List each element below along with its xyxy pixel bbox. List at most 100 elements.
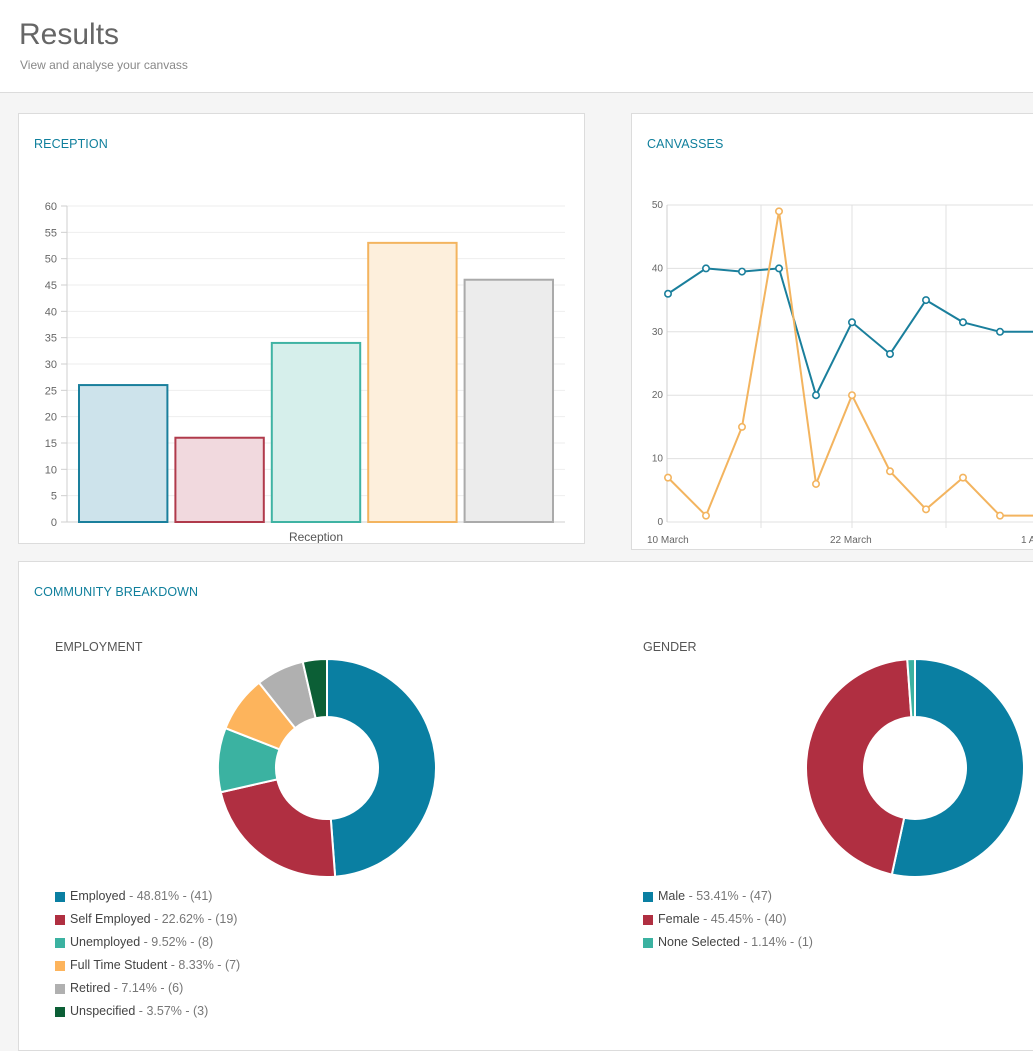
donut-slice bbox=[805, 658, 913, 876]
legend-swatch bbox=[643, 937, 653, 948]
bar bbox=[270, 341, 362, 523]
gender-donut-chart bbox=[805, 657, 1025, 878]
x-tick-label: 1 A bbox=[1021, 535, 1033, 546]
legend-count: (8) bbox=[197, 935, 214, 949]
legend-count: (47) bbox=[749, 889, 772, 903]
data-point bbox=[738, 267, 747, 276]
y-tick-label: 15 bbox=[45, 438, 57, 450]
data-point bbox=[886, 349, 895, 358]
y-tick-label: 55 bbox=[45, 227, 57, 239]
legend-percent: 53.41% bbox=[696, 889, 739, 903]
data-point bbox=[738, 422, 747, 431]
donut-slice bbox=[219, 778, 337, 878]
y-tick-label: 30 bbox=[45, 359, 57, 371]
y-tick-label: 25 bbox=[45, 385, 57, 397]
legend-count: (7) bbox=[224, 958, 241, 972]
legend-item: Female - 45.45% - (40) bbox=[643, 908, 813, 931]
legend-percent: 8.33% bbox=[178, 958, 214, 972]
gender-legend: Male - 53.41% - (47) Female - 45.45% - (4… bbox=[643, 885, 813, 954]
canvasses-panel: CANVASSES 0 10 20 30 40 50 10 March 22 March 1 A bbox=[631, 113, 1033, 550]
legend-item: Self Employed - 22.62% - (19) bbox=[55, 908, 240, 931]
data-point bbox=[702, 264, 711, 273]
reception-chart: 0 5 10 15 20 25 30 35 40 45 50 55 60 Reception bbox=[45, 201, 565, 544]
community-title: COMMUNITY BREAKDOWN bbox=[34, 585, 199, 599]
legend-percent: 7.14% bbox=[121, 981, 157, 995]
data-point bbox=[995, 511, 1004, 520]
canvasses-chart: 0 10 20 30 40 50 10 March 22 March 1 A bbox=[647, 200, 1033, 546]
legend-label: Employed bbox=[70, 889, 126, 903]
x-tick-label: 22 March bbox=[830, 535, 872, 546]
y-tick-label: 10 bbox=[45, 464, 57, 476]
legend-swatch bbox=[55, 937, 65, 948]
legend-item: Employed - 48.81% - (41) bbox=[55, 885, 240, 908]
legend-count: (1) bbox=[797, 935, 813, 949]
legend-item: Retired - 7.14% - (6) bbox=[55, 977, 240, 1000]
employment-donut-chart bbox=[217, 657, 437, 878]
data-point bbox=[663, 289, 672, 298]
y-tick-label: 40 bbox=[652, 263, 664, 274]
legend-label: Unspecified bbox=[70, 1004, 136, 1018]
legend-item: Male - 53.41% - (47) bbox=[643, 885, 813, 908]
x-category-label: Reception bbox=[289, 530, 343, 544]
legend-label: Female bbox=[658, 912, 700, 926]
legend-item: None Selected - 1.14% - (1) bbox=[643, 931, 813, 954]
y-tick-label: 40 bbox=[45, 306, 57, 318]
community-panel: COMMUNITY BREAKDOWN EMPLOYMENT Employed … bbox=[18, 561, 1033, 1051]
y-tick-label: 50 bbox=[652, 200, 664, 211]
y-tick-label: 0 bbox=[51, 517, 57, 529]
legend-swatch bbox=[55, 983, 65, 994]
data-point bbox=[848, 391, 857, 400]
data-point bbox=[812, 479, 821, 488]
reception-panel: RECEPTION 0 5 10 15 20 25 30 35 40 45 50 55 60 Recept… bbox=[18, 113, 585, 544]
legend-swatch bbox=[55, 891, 65, 902]
legend-swatch bbox=[55, 960, 65, 971]
data-point bbox=[886, 467, 895, 476]
data-point bbox=[663, 473, 672, 482]
data-point bbox=[921, 505, 930, 514]
y-tick-label: 50 bbox=[45, 254, 57, 266]
legend-swatch bbox=[55, 914, 65, 925]
legend-label: None Selected bbox=[658, 935, 741, 949]
y-tick-label: 30 bbox=[652, 327, 664, 338]
y-tick-label: 20 bbox=[652, 390, 664, 401]
y-tick-label: 60 bbox=[45, 201, 57, 213]
legend-label: Unemployed bbox=[70, 935, 141, 949]
legend-percent: 3.57% bbox=[146, 1004, 182, 1018]
legend-item: Full Time Student - 8.33% - (7) bbox=[55, 954, 240, 977]
reception-title: RECEPTION bbox=[34, 137, 108, 151]
legend-percent: 45.45% bbox=[710, 912, 754, 926]
data-point bbox=[775, 207, 784, 216]
legend-item: Unspecified - 3.57% - (3) bbox=[55, 1000, 240, 1023]
data-point bbox=[958, 473, 967, 482]
legend-label: Male bbox=[658, 889, 686, 903]
data-point bbox=[702, 511, 711, 520]
y-tick-label: 35 bbox=[45, 333, 57, 345]
data-point bbox=[995, 327, 1004, 336]
legend-swatch bbox=[643, 914, 653, 925]
y-tick-label: 5 bbox=[51, 491, 57, 503]
legend-count: (3) bbox=[193, 1004, 209, 1018]
bar bbox=[78, 384, 169, 524]
data-point bbox=[848, 318, 857, 327]
legend-count: (19) bbox=[215, 912, 238, 926]
legend-count: (6) bbox=[167, 981, 184, 995]
page-subtitle: View and analyse your canvass bbox=[20, 58, 188, 72]
legend-percent: 9.52% bbox=[151, 935, 187, 949]
data-point bbox=[775, 264, 784, 273]
bar bbox=[174, 436, 265, 524]
gender-title: GENDER bbox=[643, 640, 697, 654]
y-tick-label: 45 bbox=[45, 280, 57, 292]
series-line bbox=[667, 211, 1033, 518]
legend-swatch bbox=[643, 891, 653, 902]
legend-count: (41) bbox=[190, 889, 213, 903]
page-title: Results bbox=[19, 18, 120, 51]
data-point bbox=[921, 296, 930, 305]
legend-item: Unemployed - 9.52% - (8) bbox=[55, 931, 240, 954]
donut-slice bbox=[326, 657, 437, 878]
legend-label: Full Time Student bbox=[70, 958, 168, 972]
y-tick-label: 20 bbox=[45, 412, 57, 424]
donut-slice bbox=[906, 657, 916, 719]
legend-count: (40) bbox=[764, 912, 787, 926]
legend-swatch bbox=[55, 1006, 65, 1017]
data-point bbox=[812, 391, 821, 400]
